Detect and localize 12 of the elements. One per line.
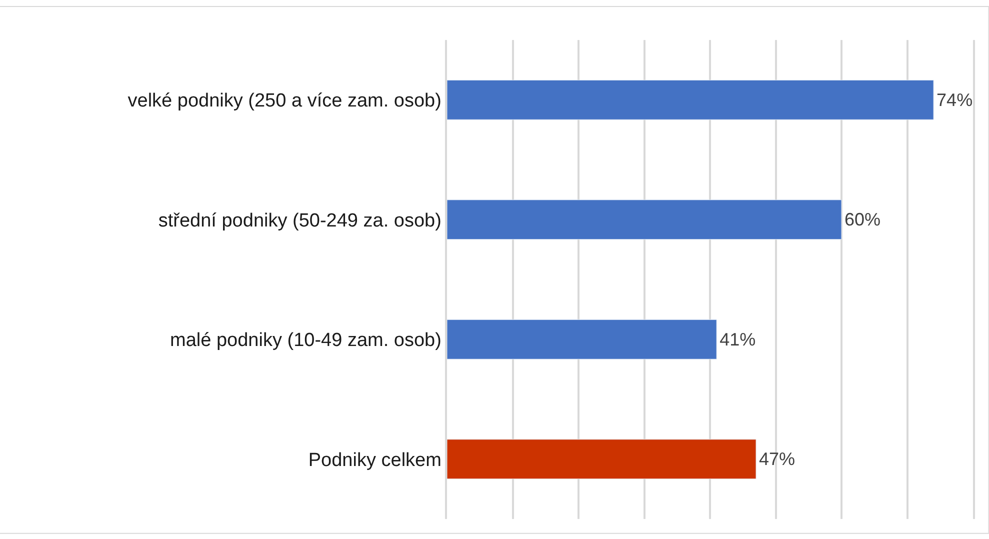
data-label: 74%	[936, 90, 973, 110]
bar	[447, 439, 756, 480]
y-tick-label: malé podniky (10-49 zam. osob)	[170, 330, 442, 352]
bar	[447, 319, 717, 360]
bar	[447, 200, 842, 240]
y-tick-label: Podniky celkem	[308, 450, 442, 471]
data-label: 47%	[759, 449, 796, 470]
y-tick-label: velké podniky (250 a více zam. osob)	[128, 90, 442, 112]
y-tick-label: střední podniky (50-249 za. osob)	[158, 210, 442, 232]
data-label: 60%	[844, 210, 881, 230]
bar	[447, 80, 934, 120]
data-label: 41%	[720, 329, 756, 350]
